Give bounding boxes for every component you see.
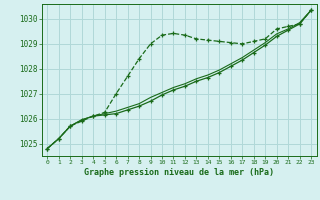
X-axis label: Graphe pression niveau de la mer (hPa): Graphe pression niveau de la mer (hPa): [84, 168, 274, 177]
